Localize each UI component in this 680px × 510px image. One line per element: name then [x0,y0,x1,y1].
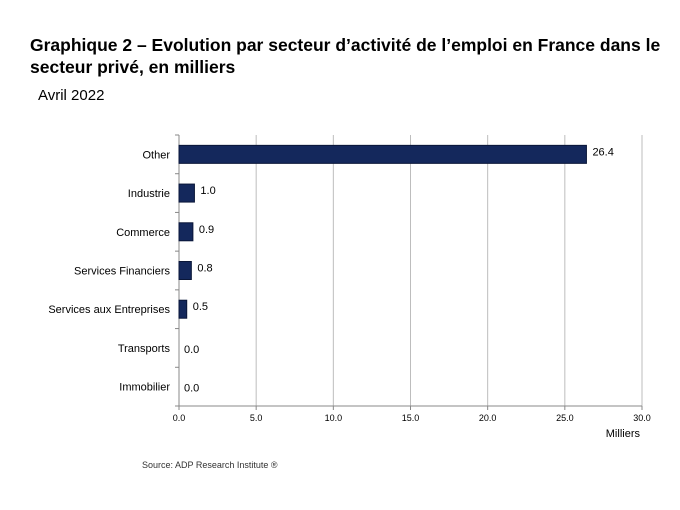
x-tick-label: 0.0 [173,413,186,423]
x-tick-label: 20.0 [479,413,497,423]
chart-title: Graphique 2 – Evolution par secteur d’ac… [30,35,661,77]
category-label: Other [142,149,170,161]
bar [178,183,195,203]
value-label: 0.0 [184,383,199,395]
value-label: 0.0 [184,344,199,356]
bar [178,144,587,164]
category-label: Commerce [116,227,170,239]
x-tick-label: 30.0 [633,413,651,423]
value-label: 0.8 [197,263,212,275]
source-note: Source: ADP Research Institute ® [142,460,278,470]
category-label: Transports [118,343,171,355]
chart-subtitle: Avril 2022 [38,87,105,104]
bar [178,222,194,242]
value-label: 1.0 [200,185,215,197]
value-label: 0.9 [199,224,214,236]
value-label: 0.5 [193,301,208,313]
bar [178,261,192,280]
x-tick-label: 15.0 [402,413,420,423]
x-tick-label: 25.0 [556,413,574,423]
category-label: Services Financiers [74,266,170,278]
axes [175,134,643,410]
category-label: Services aux Entreprises [48,304,170,316]
category-label: Immobilier [119,382,170,394]
labels: 0.0 5.0 10.0 15.0 20.0 25.0 30.0 Other 26.4 Indus… [48,146,650,423]
gridlines [255,135,643,406]
x-axis-title: Milliers [606,428,641,440]
x-tick-label: 10.0 [325,413,343,423]
bars [178,144,587,319]
x-tick-label: 5.0 [250,413,263,423]
value-label: 26.4 [592,146,613,158]
bar [178,299,188,319]
category-label: Industrie [128,188,170,200]
